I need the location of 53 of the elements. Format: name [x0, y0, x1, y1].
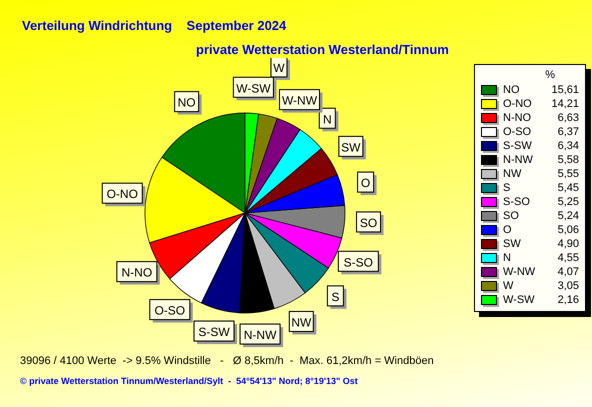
slice-label: N-NW: [244, 328, 278, 342]
legend-label: O-SO: [503, 126, 532, 138]
legend-label: N: [503, 252, 512, 264]
data-label: 15,61: [551, 84, 579, 96]
slice-label: W-SW: [236, 81, 272, 96]
legend-label: N-NW: [503, 154, 534, 166]
slice-label: N: [322, 112, 332, 126]
legend-label: S-SO: [503, 196, 531, 208]
legend-label: N-NO: [503, 112, 532, 124]
legend-label: W: [503, 280, 514, 292]
data-label: 3,05: [558, 280, 579, 292]
slice-label: N-NO: [121, 266, 152, 280]
legend-label: O: [503, 224, 513, 236]
chart-subtitle: private Wetterstation Westerland/Tinnum: [196, 42, 449, 57]
slice-label: SO: [360, 216, 378, 230]
data-label: 6,37: [558, 126, 579, 138]
legend-label: NO: [503, 84, 520, 96]
data-label: 6,63: [558, 112, 579, 124]
legend-label: O-NO: [503, 98, 533, 110]
slice-label: NO: [178, 96, 196, 110]
legend-label: S: [503, 182, 512, 194]
legend-label: S-SW: [503, 140, 533, 152]
slice-label: S-SO: [344, 255, 374, 270]
legend-label: SO: [503, 210, 520, 222]
legend-label: SW: [503, 238, 522, 250]
slice-label: W: [273, 60, 286, 75]
data-label: 4,07: [558, 266, 579, 278]
slice-label: S: [331, 290, 340, 304]
slice-label: O-SO: [154, 304, 186, 318]
data-label: 2,16: [558, 294, 579, 306]
slice-label: O-NO: [106, 187, 138, 202]
legend-label: NW: [503, 168, 522, 180]
slice-label: O: [360, 176, 370, 190]
data-label: 14,21: [551, 98, 579, 110]
data-label: 6,34: [558, 140, 579, 152]
data-label: 5,24: [558, 210, 579, 222]
slice-label: W-NW: [282, 94, 318, 108]
data-label: 5,25: [558, 196, 579, 208]
data-label: 5,55: [558, 168, 579, 180]
data-label: 5,06: [558, 224, 579, 236]
data-label: 4,55: [558, 252, 579, 264]
legend-label: W-NW: [503, 266, 536, 278]
text: 39096 / 4100 Werte -> 9.5% Windstille - Ø 8,5km/h - Max. 61,2km/h = Windböen: [20, 355, 434, 367]
data-label: 5,45: [558, 182, 579, 194]
slice-label: S-SW: [198, 325, 230, 340]
data-label: 5,58: [558, 154, 579, 166]
chart-title: Verteilung Windrichtung September 2024: [22, 18, 286, 33]
slice-label: NW: [291, 315, 312, 330]
legend-label: W-SW: [503, 294, 536, 306]
legend-title: %: [544, 69, 556, 83]
text: © private Wetterstation Tinnum/Westerland/Sylt - 54°54'13" Nord; 8°19'13" Ost: [20, 376, 358, 386]
data-label: 4,90: [558, 238, 579, 250]
slice-label: SW: [341, 140, 362, 154]
